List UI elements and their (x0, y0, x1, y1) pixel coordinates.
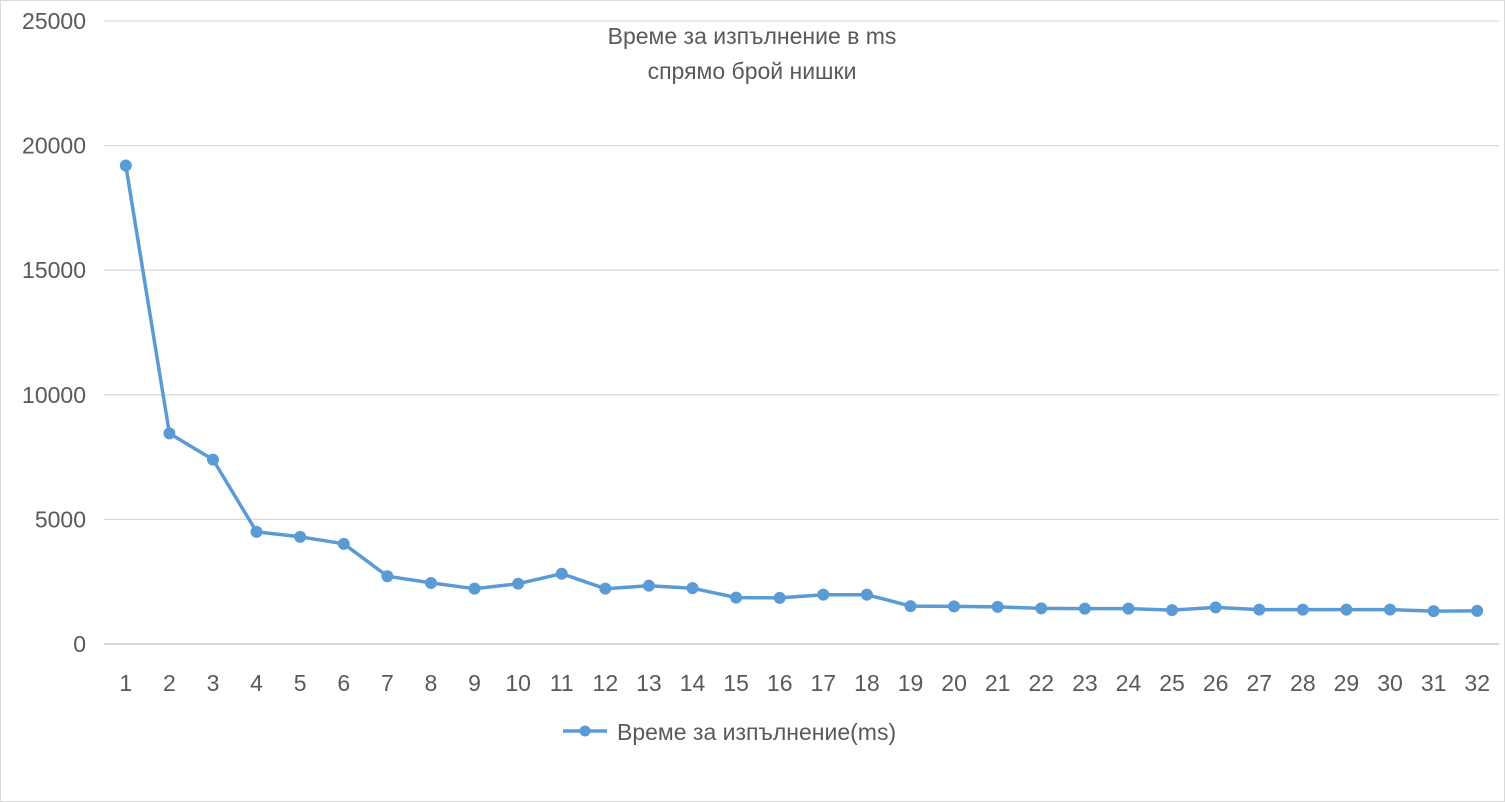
x-tick-label: 15 (723, 670, 749, 696)
x-tick-label: 20 (941, 670, 967, 696)
x-tick-label: 28 (1290, 670, 1316, 696)
x-tick-label: 26 (1203, 670, 1229, 696)
data-point (337, 537, 350, 550)
x-tick-label: 13 (636, 670, 662, 696)
data-point (1209, 601, 1222, 614)
data-point (555, 567, 568, 580)
series-line (124, 163, 1479, 613)
x-tick-label: 10 (505, 670, 531, 696)
data-point (730, 591, 743, 604)
x-tick-label: 16 (767, 670, 793, 696)
data-point (1427, 605, 1440, 618)
x-tick-label: 5 (294, 670, 307, 696)
data-point (904, 600, 917, 613)
data-point (1471, 604, 1484, 617)
x-tick-label: 25 (1159, 670, 1185, 696)
x-tick-label: 27 (1246, 670, 1272, 696)
x-tick-label: 21 (985, 670, 1011, 696)
legend-point-marker (579, 725, 591, 737)
chart-title-line-2: спрямо брой нишки (648, 58, 857, 84)
x-tick-label: 29 (1334, 670, 1360, 696)
data-point (948, 600, 961, 613)
data-point (991, 600, 1004, 613)
y-tick-label: 0 (73, 631, 86, 657)
y-tick-label: 20000 (22, 133, 86, 159)
legend: Време за изпълнение(ms) (563, 719, 896, 745)
x-tick-label: 11 (550, 670, 574, 696)
data-point (1384, 603, 1397, 616)
data-point (1035, 602, 1048, 615)
y-tick-label: 25000 (22, 8, 86, 34)
x-tick-label: 17 (811, 670, 837, 696)
data-point (599, 582, 612, 595)
x-tick-label: 2 (163, 670, 176, 696)
data-point (686, 582, 699, 595)
x-tick-label: 1 (119, 670, 132, 696)
x-tick-label: 14 (680, 670, 706, 696)
data-point (1166, 604, 1179, 617)
x-tick-label: 31 (1421, 670, 1447, 696)
data-point (817, 588, 830, 601)
data-point (119, 159, 132, 172)
data-point (206, 453, 219, 466)
data-point (1122, 602, 1135, 615)
x-tick-label: 30 (1377, 670, 1403, 696)
series-layer (119, 159, 1484, 618)
y-tick-label: 5000 (35, 506, 86, 532)
data-point (1078, 602, 1091, 615)
gridlines (104, 20, 1499, 645)
x-axis-ticks: 1 2 3 4 5 6 7 8 9 10 11 12 13 14 15 16 17 18 19 20 21 22 23 24 2… (119, 670, 1490, 696)
data-point (468, 582, 481, 595)
x-tick-label: 12 (593, 670, 619, 696)
x-tick-label: 4 (250, 670, 263, 696)
legend-label: Време за изпълнение(ms) (617, 719, 896, 745)
x-tick-label: 22 (1028, 670, 1054, 696)
data-point (163, 427, 176, 440)
data-point (860, 588, 873, 601)
data-point (773, 591, 786, 604)
data-point (381, 570, 394, 583)
data-point (250, 525, 263, 538)
data-point (1253, 603, 1266, 616)
y-axis-ticks: 0 5000 10000 15000 20000 25000 (22, 8, 86, 657)
data-point (424, 576, 437, 589)
x-tick-label: 9 (468, 670, 481, 696)
x-tick-label: 32 (1464, 670, 1490, 696)
x-tick-label: 24 (1116, 670, 1142, 696)
x-tick-label: 8 (425, 670, 438, 696)
x-tick-label: 7 (381, 670, 394, 696)
data-point (294, 530, 307, 543)
x-tick-label: 23 (1072, 670, 1098, 696)
data-point (642, 579, 655, 592)
chart-title-line-1: Време за изпълнение в ms (608, 23, 897, 49)
x-tick-label: 6 (337, 670, 350, 696)
data-point (1340, 603, 1353, 616)
x-tick-label: 3 (207, 670, 220, 696)
data-point (512, 577, 525, 590)
data-point (1296, 603, 1309, 616)
y-tick-label: 10000 (22, 382, 86, 408)
y-tick-label: 15000 (22, 257, 86, 283)
x-tick-label: 18 (854, 670, 880, 696)
x-tick-label: 19 (898, 670, 924, 696)
